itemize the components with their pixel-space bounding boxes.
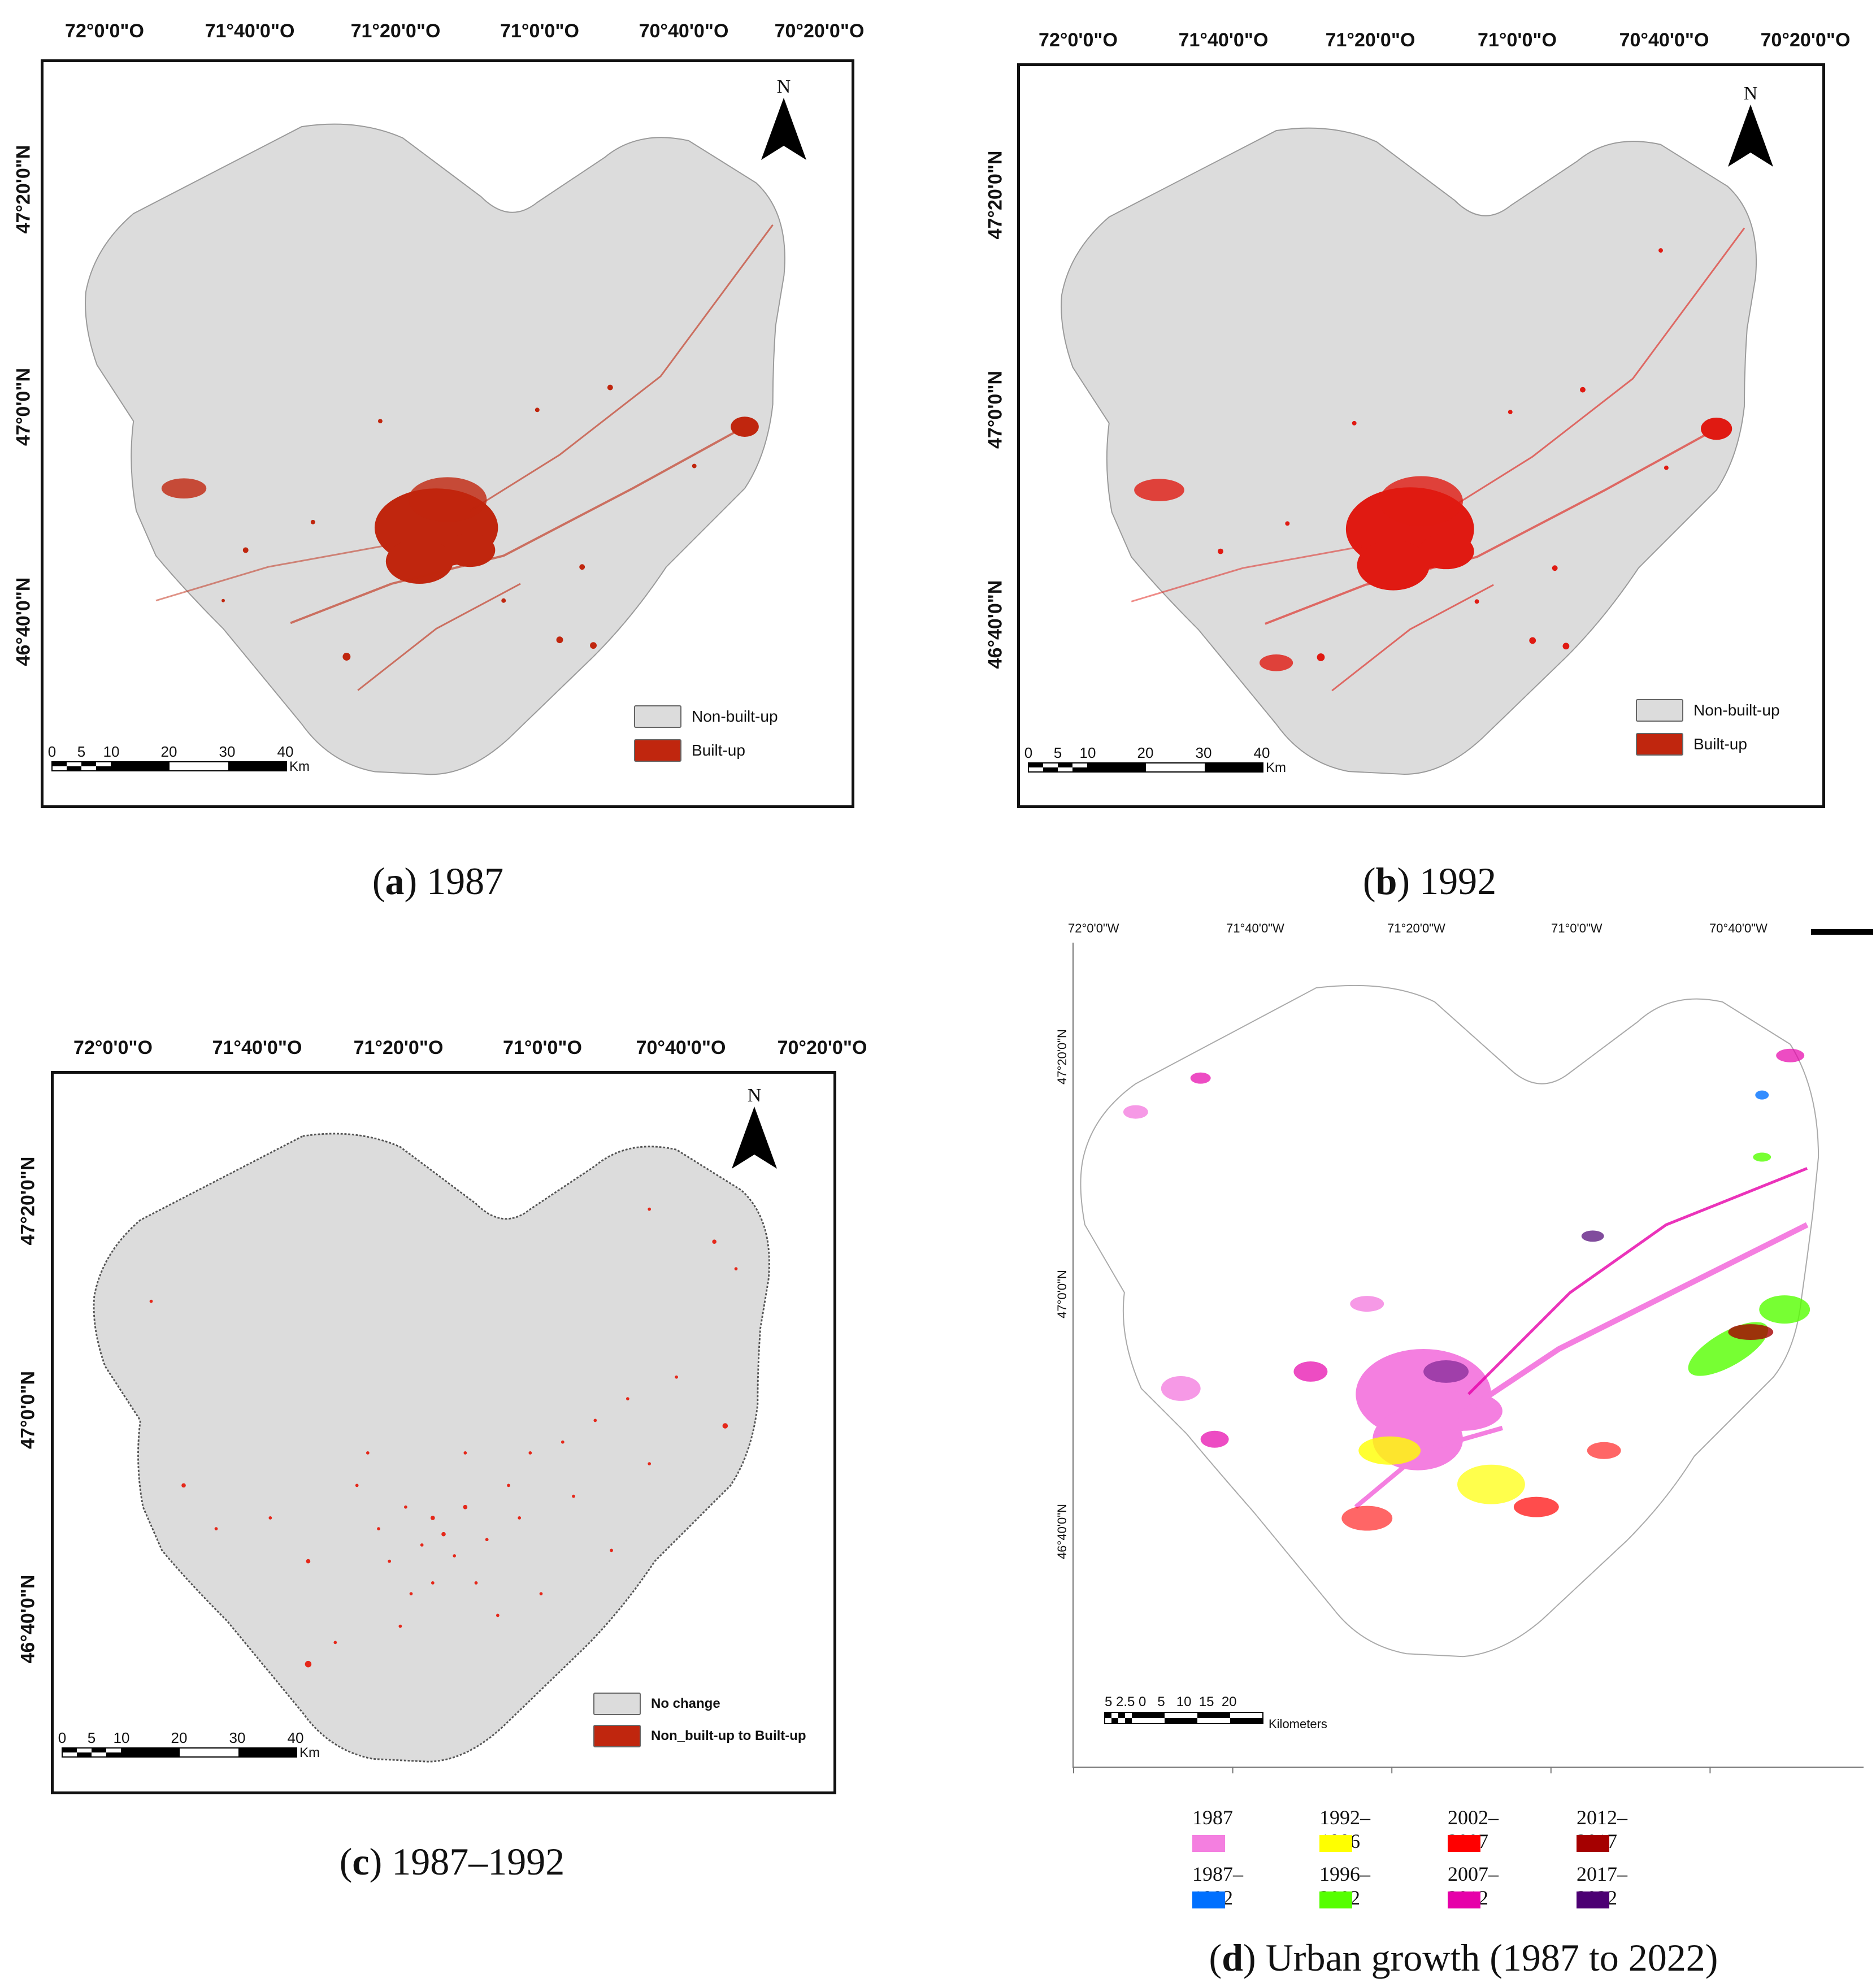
legend-swatch: [634, 739, 681, 762]
figure-caption: (a) 1987: [372, 860, 504, 903]
lat-label: 46°40'0"N: [17, 1574, 39, 1664]
north-arrow: N: [1725, 83, 1776, 175]
built-up-areas: [1131, 227, 1745, 692]
lat-label: 46°40'0"N: [12, 577, 34, 666]
study-area-shape: [1061, 127, 1757, 775]
legend-swatch: [1319, 1835, 1352, 1852]
legend-swatch: [1319, 1891, 1352, 1908]
legend-label: 1987: [1192, 1806, 1233, 1829]
lat-label: 47°0'0"N: [1055, 1270, 1069, 1318]
map-frame: N Non-built-up Built-up 0 5 10 20 30 40: [1017, 63, 1825, 808]
lon-label: 71°40'0"O: [205, 20, 295, 42]
map-frame: N No change Non_built-up to Built-up 0 5…: [51, 1071, 836, 1794]
lon-label: 70°40'0"O: [639, 20, 729, 42]
study-area-outline: [1080, 984, 1819, 1658]
growth-areas: [1123, 1048, 1810, 1531]
lon-label: 71°0'0"W: [1551, 921, 1603, 935]
lat-label: 46°40'0"N: [984, 580, 1006, 669]
figure-caption: (c) 1987–1992: [339, 1840, 565, 1883]
lat-label: 47°20'0"N: [12, 145, 34, 234]
urban-growth-map: [1073, 984, 1819, 1773]
legend-label: Non-built-up: [692, 708, 778, 725]
legend-swatch: [1636, 733, 1683, 756]
legend-item: Non-built-up: [1636, 699, 1780, 722]
legend-label: No change: [651, 1696, 720, 1711]
north-arrow-icon: [761, 98, 806, 160]
legend-swatch: [1448, 1835, 1480, 1852]
lat-label: 46°40'0"N: [1055, 1504, 1069, 1559]
map-frame-d: 5 2.5 0 5 10 15 20 Kilometers: [1072, 943, 1864, 1773]
legend-swatch: [1577, 1891, 1609, 1908]
lon-label: 71°0'0"O: [1478, 29, 1557, 51]
lon-label: 71°0'0"O: [503, 1037, 582, 1058]
lon-label: 71°40'0"O: [1178, 29, 1269, 51]
figure-caption: (d) Urban growth (1987 to 2022): [1209, 1936, 1718, 1979]
lat-label: 47°0'0"N: [984, 371, 1006, 449]
map-title-bar: [1811, 929, 1873, 935]
lon-label: 70°20'0"O: [777, 1037, 867, 1058]
legend-item: Non-built-up: [634, 705, 778, 728]
legend-label: Built-up: [692, 741, 745, 759]
lon-label: 70°40'0"O: [636, 1037, 726, 1058]
legend-label: Built-up: [1693, 735, 1747, 753]
map-frame: N Non-built-up Built-up 0 5 10 20 30 40: [41, 59, 854, 808]
study-area-shape: [85, 123, 785, 775]
lon-label: 70°20'0"O: [774, 20, 865, 42]
lon-label: 70°40'0"W: [1709, 921, 1768, 935]
legend-swatch: [1448, 1891, 1480, 1908]
legend-item: Non_built-up to Built-up: [593, 1725, 806, 1747]
lon-label: 71°0'0"O: [500, 20, 579, 42]
legend-swatch: [634, 705, 681, 728]
north-arrow: N: [729, 1085, 780, 1177]
legend-item: No change: [593, 1693, 720, 1715]
lon-label: 70°40'0"O: [1619, 29, 1709, 51]
north-arrow: N: [758, 76, 809, 168]
legend-item: Built-up: [1636, 733, 1747, 756]
legend-swatch: [1192, 1835, 1225, 1852]
study-area-map: [93, 1133, 770, 1763]
study-area-map: [85, 123, 785, 775]
change-areas: [149, 1207, 738, 1668]
study-area-shape: [93, 1133, 770, 1763]
lon-label: 72°0'0"O: [73, 1037, 153, 1058]
legend-swatch: [593, 1725, 641, 1747]
lon-label: 72°0'0"W: [1068, 921, 1119, 935]
legend-swatch: [1577, 1835, 1609, 1852]
lon-label: 71°20'0"W: [1387, 921, 1445, 935]
legend-swatch: [593, 1693, 641, 1715]
built-up-areas: [155, 224, 774, 691]
lat-label: 47°20'0"N: [984, 150, 1006, 240]
study-area-map: [1061, 127, 1757, 775]
legend-label: Non-built-up: [1693, 701, 1780, 719]
lon-label: 71°20'0"O: [1325, 29, 1415, 51]
legend-item: Built-up: [634, 739, 745, 762]
north-arrow-icon: [1728, 105, 1773, 167]
north-arrow-icon: [732, 1107, 777, 1169]
lat-label: 47°20'0"N: [1055, 1029, 1069, 1084]
lon-label: 72°0'0"O: [65, 20, 144, 42]
lon-label: 70°20'0"O: [1760, 29, 1851, 51]
axis-ticks: [1073, 1766, 1711, 1773]
lon-label: 72°0'0"O: [1039, 29, 1118, 51]
lat-label: 47°20'0"N: [17, 1156, 39, 1246]
lon-label: 71°20'0"O: [350, 20, 441, 42]
lat-label: 47°0'0"N: [17, 1371, 39, 1449]
lon-label: 71°40'0"W: [1226, 921, 1284, 935]
legend-label: Non_built-up to Built-up: [651, 1728, 806, 1743]
lat-label: 47°0'0"N: [12, 368, 34, 446]
legend-swatch: [1192, 1891, 1225, 1908]
lon-label: 71°20'0"O: [353, 1037, 444, 1058]
figure-caption: (b) 1992: [1362, 860, 1497, 903]
legend-swatch: [1636, 699, 1683, 722]
lon-label: 71°40'0"O: [212, 1037, 302, 1058]
